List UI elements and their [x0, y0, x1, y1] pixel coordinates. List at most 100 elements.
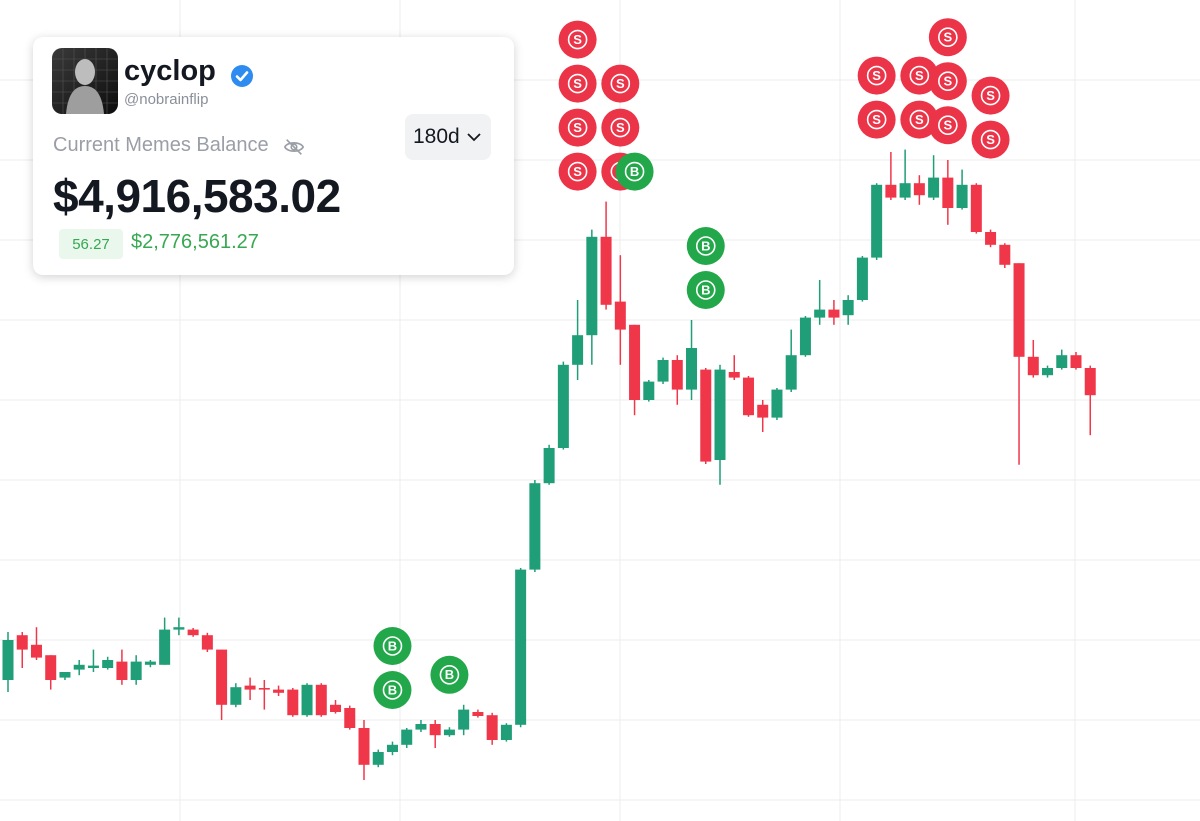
- candle-body: [330, 704, 342, 712]
- candle-body: [899, 183, 911, 198]
- candle-body: [2, 640, 14, 680]
- trade-marker: S: [558, 108, 597, 147]
- candle-body: [230, 687, 242, 705]
- trade-marker-label: B: [388, 638, 397, 653]
- candle-body: [159, 629, 171, 665]
- change-percent: 56.27: [72, 236, 110, 253]
- candle-body: [557, 364, 569, 448]
- trade-marker-label: S: [573, 120, 582, 135]
- candle-body: [500, 724, 512, 740]
- trade-marker-label: S: [872, 68, 881, 83]
- candle-body: [928, 177, 940, 198]
- trade-marker-ring: [866, 65, 887, 86]
- trade-marker-label: S: [986, 88, 995, 103]
- candle-body: [358, 728, 370, 765]
- candle-body: [45, 655, 57, 680]
- profile-card: cyclop @nobrainflip Current Memes Balanc…: [33, 37, 514, 275]
- trade-marker: S: [601, 108, 640, 147]
- trade-marker-circle: [615, 152, 654, 191]
- trade-marker-ring: [695, 280, 716, 300]
- trade-marker-circle: [971, 120, 1010, 159]
- period-label: 180d: [413, 125, 460, 148]
- candle-body: [315, 684, 327, 716]
- candle-body: [401, 729, 413, 745]
- trade-marker-circle: [928, 62, 967, 101]
- trade-marker-label: S: [616, 120, 625, 135]
- candle-body: [543, 448, 555, 484]
- candle-body: [116, 661, 128, 680]
- candle-body: [1042, 368, 1054, 376]
- candle-body: [273, 689, 285, 693]
- trade-marker: S: [558, 64, 597, 103]
- trade-marker: B: [430, 655, 469, 694]
- trade-marker-ring: [938, 27, 958, 48]
- user-name: cyclop: [124, 55, 216, 87]
- trade-marker-ring: [980, 85, 1001, 106]
- candle-body: [429, 724, 441, 736]
- candle-body: [657, 360, 669, 382]
- candle-body: [771, 389, 783, 418]
- trade-marker-label: B: [630, 164, 639, 179]
- trade-marker-label: B: [701, 238, 710, 253]
- candle-body: [671, 360, 683, 390]
- candle-body: [856, 257, 868, 300]
- trade-marker-ring: [938, 71, 958, 91]
- candle-body: [201, 635, 213, 650]
- trade-marker-circle: [558, 108, 597, 147]
- trade-marker-ring: [567, 117, 588, 138]
- trade-marker: S: [558, 20, 597, 59]
- candle-body: [486, 715, 498, 740]
- candle-body: [258, 688, 270, 690]
- candle-body: [443, 729, 455, 736]
- candle-body: [757, 404, 769, 418]
- candle-body: [629, 324, 641, 400]
- candle-body: [216, 649, 228, 705]
- candle-body: [287, 689, 299, 716]
- trade-marker-ring: [382, 636, 403, 656]
- candles: [2, 149, 1096, 780]
- trade-marker-ring: [439, 664, 460, 685]
- trade-marker: B: [686, 227, 725, 265]
- candle-body: [714, 369, 726, 460]
- candle-body: [301, 684, 313, 716]
- trade-marker-label: B: [445, 667, 454, 682]
- trade-marker-label: B: [701, 282, 710, 297]
- avatar[interactable]: [52, 48, 118, 114]
- hide-balance-icon[interactable]: [283, 136, 305, 158]
- candle-body: [985, 232, 997, 245]
- trade-marker-ring: [567, 73, 588, 94]
- trade-marker-ring: [610, 117, 631, 138]
- period-dropdown[interactable]: 180d: [405, 114, 491, 160]
- trade-marker-circle: [601, 108, 640, 147]
- candle-body: [344, 708, 356, 728]
- trade-markers: BBBSSSSSSSBBBSSSSSSSSS: [373, 18, 1010, 709]
- candle-body: [643, 381, 655, 400]
- trade-marker: B: [373, 671, 412, 709]
- candle-body: [16, 635, 28, 650]
- candle-body: [102, 660, 114, 668]
- trade-marker-circle: [900, 56, 939, 95]
- trade-marker: B: [686, 271, 725, 309]
- verified-badge: [231, 65, 253, 87]
- trade-marker: S: [857, 100, 896, 139]
- trade-marker-circle: [971, 76, 1010, 115]
- trade-marker-circle: [857, 56, 896, 95]
- trade-marker-label: S: [944, 118, 953, 133]
- candle-body: [173, 627, 185, 630]
- trade-marker-label: S: [986, 132, 995, 147]
- change-value: $2,776,561.27: [131, 231, 259, 253]
- candle-body: [956, 184, 968, 208]
- trade-marker-circle: [928, 18, 967, 57]
- avatar-image: [52, 48, 118, 114]
- trade-marker-ring: [567, 161, 588, 182]
- candle-body: [942, 177, 954, 208]
- trade-marker-label: S: [915, 112, 924, 127]
- trade-marker-ring: [695, 236, 716, 256]
- candle-body: [799, 317, 811, 356]
- chevron-icon: [467, 133, 481, 142]
- candle-body: [529, 483, 541, 570]
- trade-marker: B: [373, 627, 412, 665]
- candle-body: [686, 348, 698, 390]
- candle-body: [885, 184, 897, 198]
- trade-marker-ring: [938, 115, 958, 135]
